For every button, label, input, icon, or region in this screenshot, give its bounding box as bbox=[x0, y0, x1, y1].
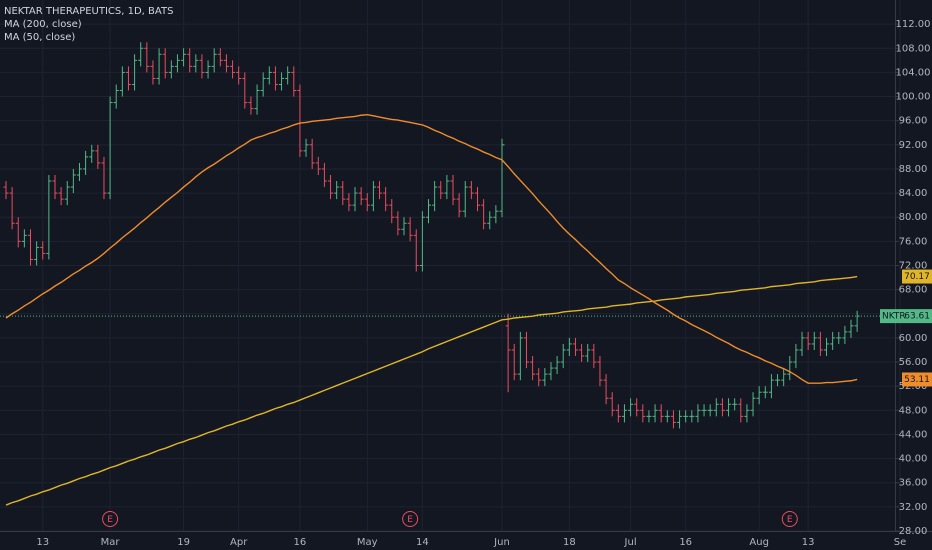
x-tick-label: 13 bbox=[802, 537, 815, 548]
y-tick-label: 104.00 bbox=[896, 67, 931, 78]
y-tick-label: 44.00 bbox=[899, 429, 928, 440]
earnings-label: E bbox=[107, 515, 113, 525]
chart-title: NEKTAR THERAPEUTICS, 1D, BATS bbox=[4, 6, 173, 17]
earnings-label: E bbox=[407, 515, 413, 525]
x-tick-label: May bbox=[357, 537, 378, 548]
earnings-label: E bbox=[787, 515, 793, 525]
grid bbox=[0, 0, 901, 532]
x-tick-label: 18 bbox=[563, 537, 576, 548]
earnings-marker bbox=[402, 511, 419, 527]
x-tick-label: 16 bbox=[679, 537, 692, 548]
ma-value-label: 53.11 bbox=[904, 375, 930, 385]
y-tick-label: 80.00 bbox=[899, 212, 928, 223]
y-tick-label: 28.00 bbox=[899, 526, 928, 537]
earnings-marker bbox=[102, 511, 119, 527]
last-price-label: 63.61 bbox=[904, 312, 930, 322]
y-tick-label: 112.00 bbox=[896, 19, 931, 30]
moving-average-line bbox=[5, 113, 858, 384]
y-tick-label: 108.00 bbox=[896, 43, 931, 54]
x-tick-label: 16 bbox=[294, 537, 307, 548]
x-tick-label: 13 bbox=[36, 537, 49, 548]
y-tick-label: 88.00 bbox=[899, 164, 928, 175]
y-tick-label: 96.00 bbox=[899, 116, 928, 127]
x-tick-label: Aug bbox=[749, 537, 769, 548]
ma-value-tag bbox=[902, 372, 932, 387]
y-tick-label: 84.00 bbox=[899, 188, 928, 199]
y-tick-label: 100.00 bbox=[896, 92, 931, 103]
x-tick-label: 14 bbox=[416, 537, 429, 548]
x-tick-label: Se bbox=[894, 537, 907, 548]
y-tick-label: 32.00 bbox=[899, 502, 928, 513]
ma-value-label: 70.17 bbox=[904, 272, 930, 282]
x-tick-label: Jul bbox=[624, 537, 637, 548]
ma-value-tag bbox=[902, 269, 932, 284]
y-tick-label: 72.00 bbox=[899, 261, 928, 272]
x-tick-label: Mar bbox=[101, 537, 121, 548]
y-tick-label: 76.00 bbox=[899, 236, 928, 247]
y-tick-label: 40.00 bbox=[899, 454, 928, 465]
moving-average-line bbox=[5, 275, 858, 506]
axes: 28.00 32.00 36.00 40.00 44.00 48.00 52.00 56.00… bbox=[36, 19, 932, 548]
x-tick-label: 19 bbox=[177, 537, 190, 548]
legend-entry: MA (200, close) bbox=[4, 19, 82, 30]
y-tick-label: 56.00 bbox=[899, 357, 928, 368]
x-tick-label: Jun bbox=[493, 537, 510, 548]
last-price-name: NKTR bbox=[882, 312, 906, 322]
y-tick-label: 92.00 bbox=[899, 140, 928, 151]
y-tick-label: 68.00 bbox=[899, 285, 928, 296]
last-price-tag bbox=[880, 309, 932, 324]
y-tick-label: 52.00 bbox=[899, 381, 928, 392]
y-tick-label: 48.00 bbox=[899, 405, 928, 416]
earnings-marker bbox=[781, 511, 798, 527]
y-tick-label: 36.00 bbox=[899, 478, 928, 489]
legend-entry: MA (50, close) bbox=[4, 32, 75, 43]
y-tick-label: 60.00 bbox=[899, 333, 928, 344]
x-tick-label: Apr bbox=[230, 537, 248, 548]
